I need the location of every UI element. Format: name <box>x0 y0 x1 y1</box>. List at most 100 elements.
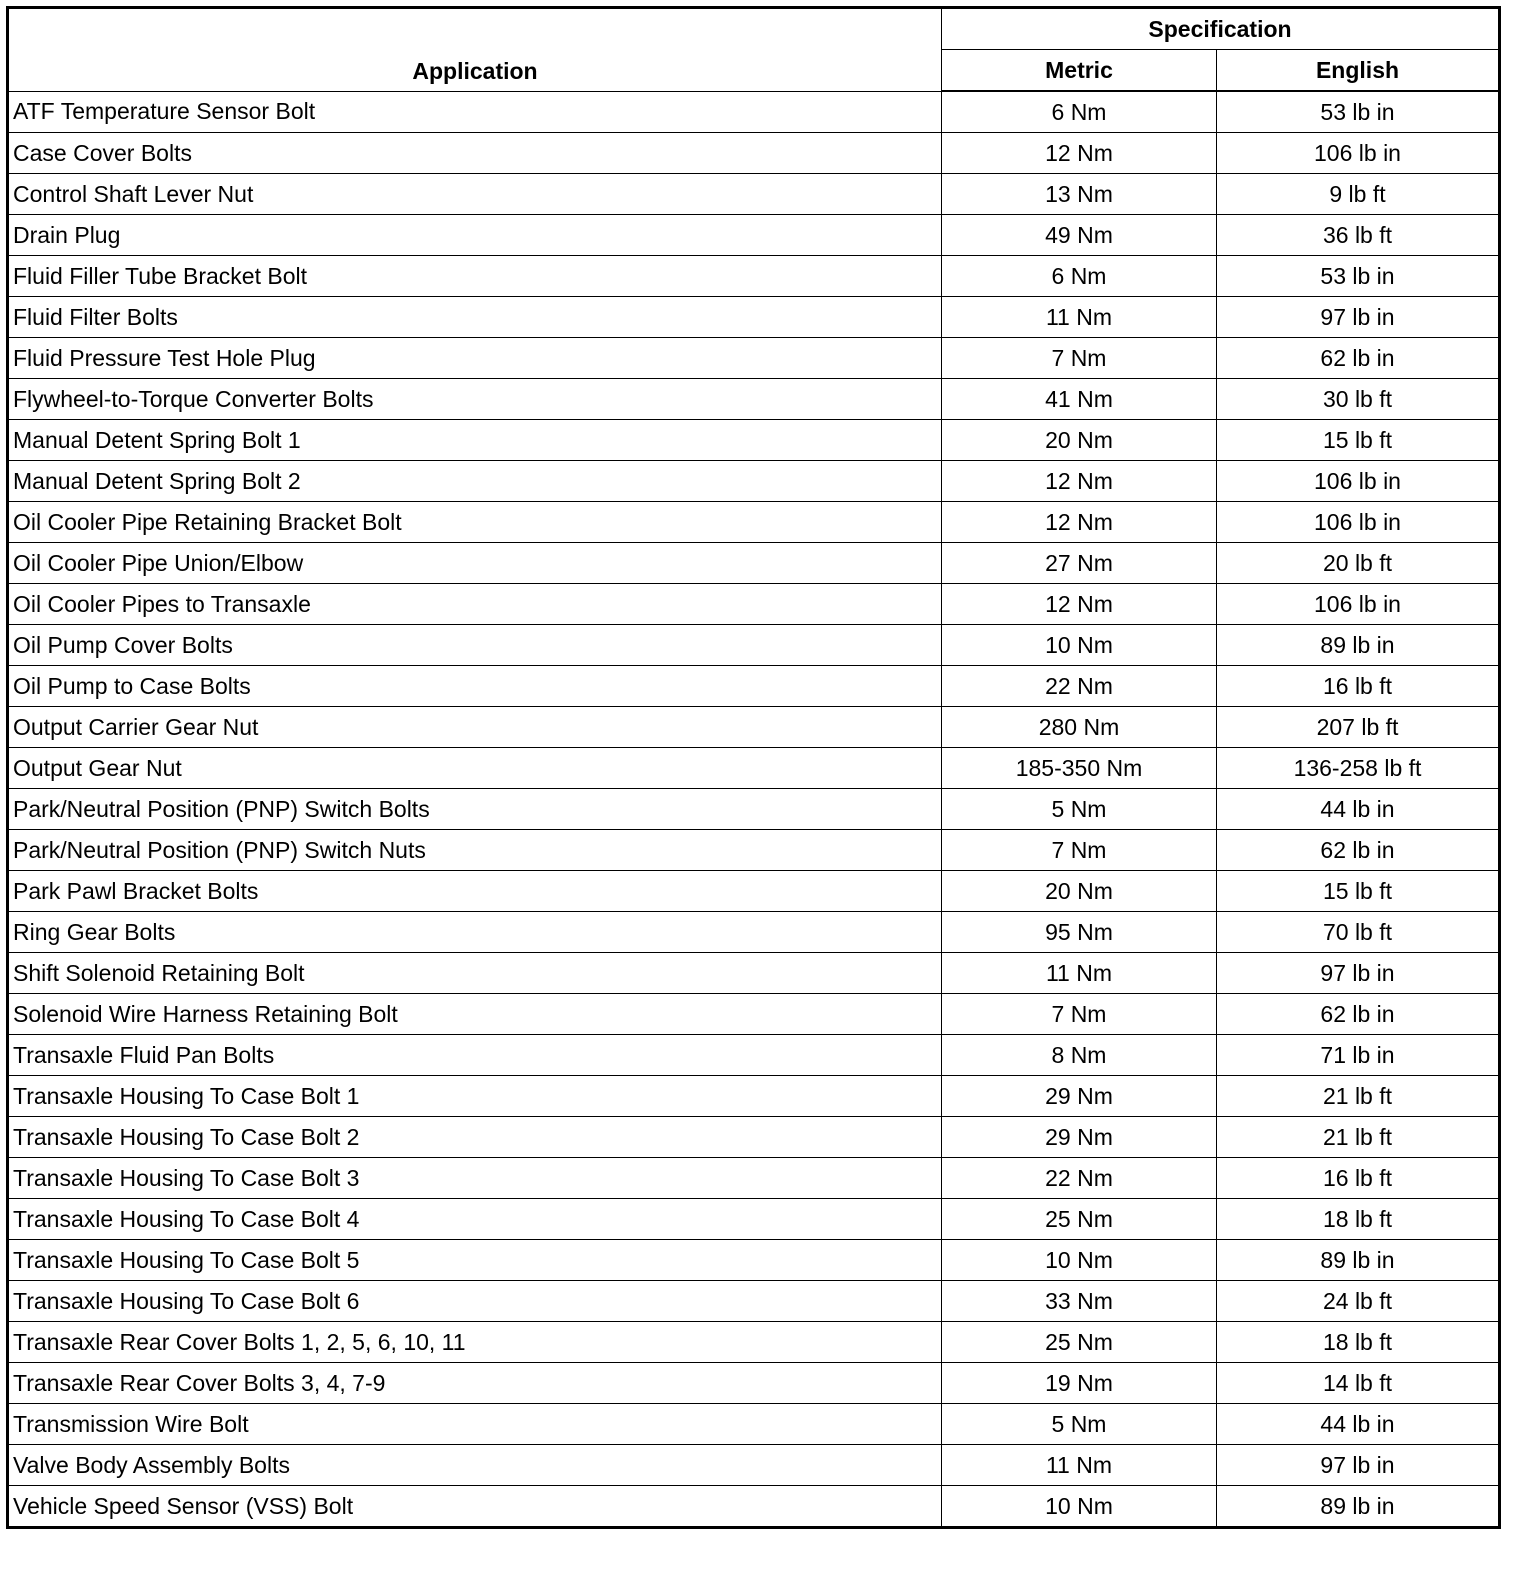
english-cell: 106 lb in <box>1216 501 1500 543</box>
english-cell: 53 lb in <box>1216 90 1500 133</box>
application-cell: Park/Neutral Position (PNP) Switch Bolts <box>7 788 942 830</box>
english-cell: 21 lb ft <box>1216 1116 1500 1158</box>
table-row: Manual Detent Spring Bolt 1 20 Nm 15 lb ft <box>7 419 1500 461</box>
metric-cell: 49 Nm <box>941 214 1217 256</box>
english-cell: 44 lb in <box>1216 1403 1500 1445</box>
english-cell: 44 lb in <box>1216 788 1500 830</box>
table-row: Fluid Filler Tube Bracket Bolt 6 Nm 53 lb … <box>7 255 1500 297</box>
application-cell: Output Gear Nut <box>7 747 942 789</box>
application-cell: Transaxle Fluid Pan Bolts <box>7 1034 942 1076</box>
table-row: Solenoid Wire Harness Retaining Bolt 7 Nm… <box>7 993 1500 1035</box>
metric-cell: 10 Nm <box>941 1485 1217 1528</box>
application-cell: Flywheel-to-Torque Converter Bolts <box>7 378 942 420</box>
english-cell: 97 lb in <box>1216 296 1500 338</box>
metric-cell: 33 Nm <box>941 1280 1217 1322</box>
metric-cell: 5 Nm <box>941 788 1217 830</box>
application-cell: Shift Solenoid Retaining Bolt <box>7 952 942 994</box>
metric-cell: 13 Nm <box>941 173 1217 215</box>
application-cell: Output Carrier Gear Nut <box>7 706 942 748</box>
header-row-2: Metric English <box>8 49 1500 92</box>
english-cell: 30 lb ft <box>1216 378 1500 420</box>
application-cell: Case Cover Bolts <box>7 132 942 174</box>
application-cell: Solenoid Wire Harness Retaining Bolt <box>7 993 942 1035</box>
header-row-1: Application Specification <box>7 7 1500 92</box>
application-cell: Fluid Filler Tube Bracket Bolt <box>7 255 942 297</box>
application-cell: Oil Cooler Pipe Union/Elbow <box>7 542 942 584</box>
metric-cell: 8 Nm <box>941 1034 1217 1076</box>
application-cell: Manual Detent Spring Bolt 2 <box>7 460 942 502</box>
metric-cell: 6 Nm <box>941 90 1217 133</box>
english-cell: 97 lb in <box>1216 952 1500 994</box>
table-row: Fluid Pressure Test Hole Plug 7 Nm 62 lb i… <box>7 337 1500 379</box>
table-row: Output Carrier Gear Nut 280 Nm 207 lb ft <box>7 706 1500 748</box>
specification-header: Specification <box>941 7 1500 50</box>
english-cell: 207 lb ft <box>1216 706 1500 748</box>
metric-header: Metric <box>941 49 1217 92</box>
table-row: Oil Pump to Case Bolts 22 Nm 16 lb ft <box>7 665 1500 707</box>
english-cell: 20 lb ft <box>1216 542 1500 584</box>
application-cell: Transmission Wire Bolt <box>7 1403 942 1445</box>
table-row: Park/Neutral Position (PNP) Switch Nuts 7… <box>7 829 1500 871</box>
application-cell: Control Shaft Lever Nut <box>7 173 942 215</box>
application-cell: ATF Temperature Sensor Bolt <box>7 90 942 133</box>
metric-cell: 11 Nm <box>941 296 1217 338</box>
metric-cell: 12 Nm <box>941 501 1217 543</box>
application-cell: Drain Plug <box>7 214 942 256</box>
application-cell: Fluid Pressure Test Hole Plug <box>7 337 942 379</box>
table-row: Output Gear Nut 185-350 Nm 136-258 lb ft <box>7 747 1500 789</box>
english-cell: 53 lb in <box>1216 255 1500 297</box>
table-row: Transaxle Housing To Case Bolt 2 29 Nm 21 … <box>7 1116 1500 1158</box>
table-row: Transaxle Housing To Case Bolt 1 29 Nm 21 … <box>7 1075 1500 1117</box>
english-header: English <box>1216 49 1500 92</box>
metric-cell: 11 Nm <box>941 1444 1217 1486</box>
table-row: Transaxle Housing To Case Bolt 5 10 Nm 89 … <box>7 1239 1500 1281</box>
english-cell: 16 lb ft <box>1216 1157 1500 1199</box>
metric-cell: 20 Nm <box>941 870 1217 912</box>
english-cell: 89 lb in <box>1216 624 1500 666</box>
english-cell: 21 lb ft <box>1216 1075 1500 1117</box>
metric-cell: 7 Nm <box>941 829 1217 871</box>
table-row: Fluid Filter Bolts 11 Nm 97 lb in <box>7 296 1500 338</box>
table-row: Vehicle Speed Sensor (VSS) Bolt 10 Nm 89 l… <box>7 1485 1500 1528</box>
table-row: Oil Cooler Pipes to Transaxle 12 Nm 106 lb… <box>7 583 1500 625</box>
english-cell: 62 lb in <box>1216 829 1500 871</box>
english-cell: 106 lb in <box>1216 460 1500 502</box>
table-row: ATF Temperature Sensor Bolt 6 Nm 53 lb in <box>7 90 1500 133</box>
application-cell: Transaxle Housing To Case Bolt 2 <box>7 1116 942 1158</box>
english-cell: 97 lb in <box>1216 1444 1500 1486</box>
metric-cell: 6 Nm <box>941 255 1217 297</box>
table-row: Transmission Wire Bolt 5 Nm 44 lb in <box>7 1403 1500 1445</box>
metric-cell: 7 Nm <box>941 993 1217 1035</box>
application-cell: Fluid Filter Bolts <box>7 296 942 338</box>
application-cell: Park/Neutral Position (PNP) Switch Nuts <box>7 829 942 871</box>
table-row: Transaxle Fluid Pan Bolts 8 Nm 71 lb in <box>7 1034 1500 1076</box>
metric-cell: 19 Nm <box>941 1362 1217 1404</box>
english-cell: 106 lb in <box>1216 132 1500 174</box>
table-row: Control Shaft Lever Nut 13 Nm 9 lb ft <box>7 173 1500 215</box>
metric-cell: 7 Nm <box>941 337 1217 379</box>
table-row: Manual Detent Spring Bolt 2 12 Nm 106 lb i… <box>7 460 1500 502</box>
application-cell: Transaxle Housing To Case Bolt 6 <box>7 1280 942 1322</box>
english-cell: 62 lb in <box>1216 337 1500 379</box>
metric-cell: 10 Nm <box>941 624 1217 666</box>
metric-cell: 25 Nm <box>941 1321 1217 1363</box>
table-row: Valve Body Assembly Bolts 11 Nm 97 lb in <box>7 1444 1500 1486</box>
english-cell: 70 lb ft <box>1216 911 1500 953</box>
application-cell: Transaxle Housing To Case Bolt 5 <box>7 1239 942 1281</box>
english-cell: 18 lb ft <box>1216 1321 1500 1363</box>
english-cell: 15 lb ft <box>1216 870 1500 912</box>
metric-cell: 22 Nm <box>941 1157 1217 1199</box>
metric-cell: 5 Nm <box>941 1403 1217 1445</box>
application-cell: Transaxle Rear Cover Bolts 3, 4, 7-9 <box>7 1362 942 1404</box>
english-cell: 9 lb ft <box>1216 173 1500 215</box>
table-row: Transaxle Housing To Case Bolt 6 33 Nm 24 … <box>7 1280 1500 1322</box>
english-cell: 36 lb ft <box>1216 214 1500 256</box>
application-cell: Vehicle Speed Sensor (VSS) Bolt <box>7 1485 942 1528</box>
table-row: Transaxle Rear Cover Bolts 1, 2, 5, 6, 1… <box>7 1321 1500 1363</box>
table-row: Transaxle Housing To Case Bolt 4 25 Nm 18 … <box>7 1198 1500 1240</box>
metric-cell: 10 Nm <box>941 1239 1217 1281</box>
application-cell: Park Pawl Bracket Bolts <box>7 870 942 912</box>
english-cell: 18 lb ft <box>1216 1198 1500 1240</box>
application-cell: Manual Detent Spring Bolt 1 <box>7 419 942 461</box>
metric-cell: 185-350 Nm <box>941 747 1217 789</box>
